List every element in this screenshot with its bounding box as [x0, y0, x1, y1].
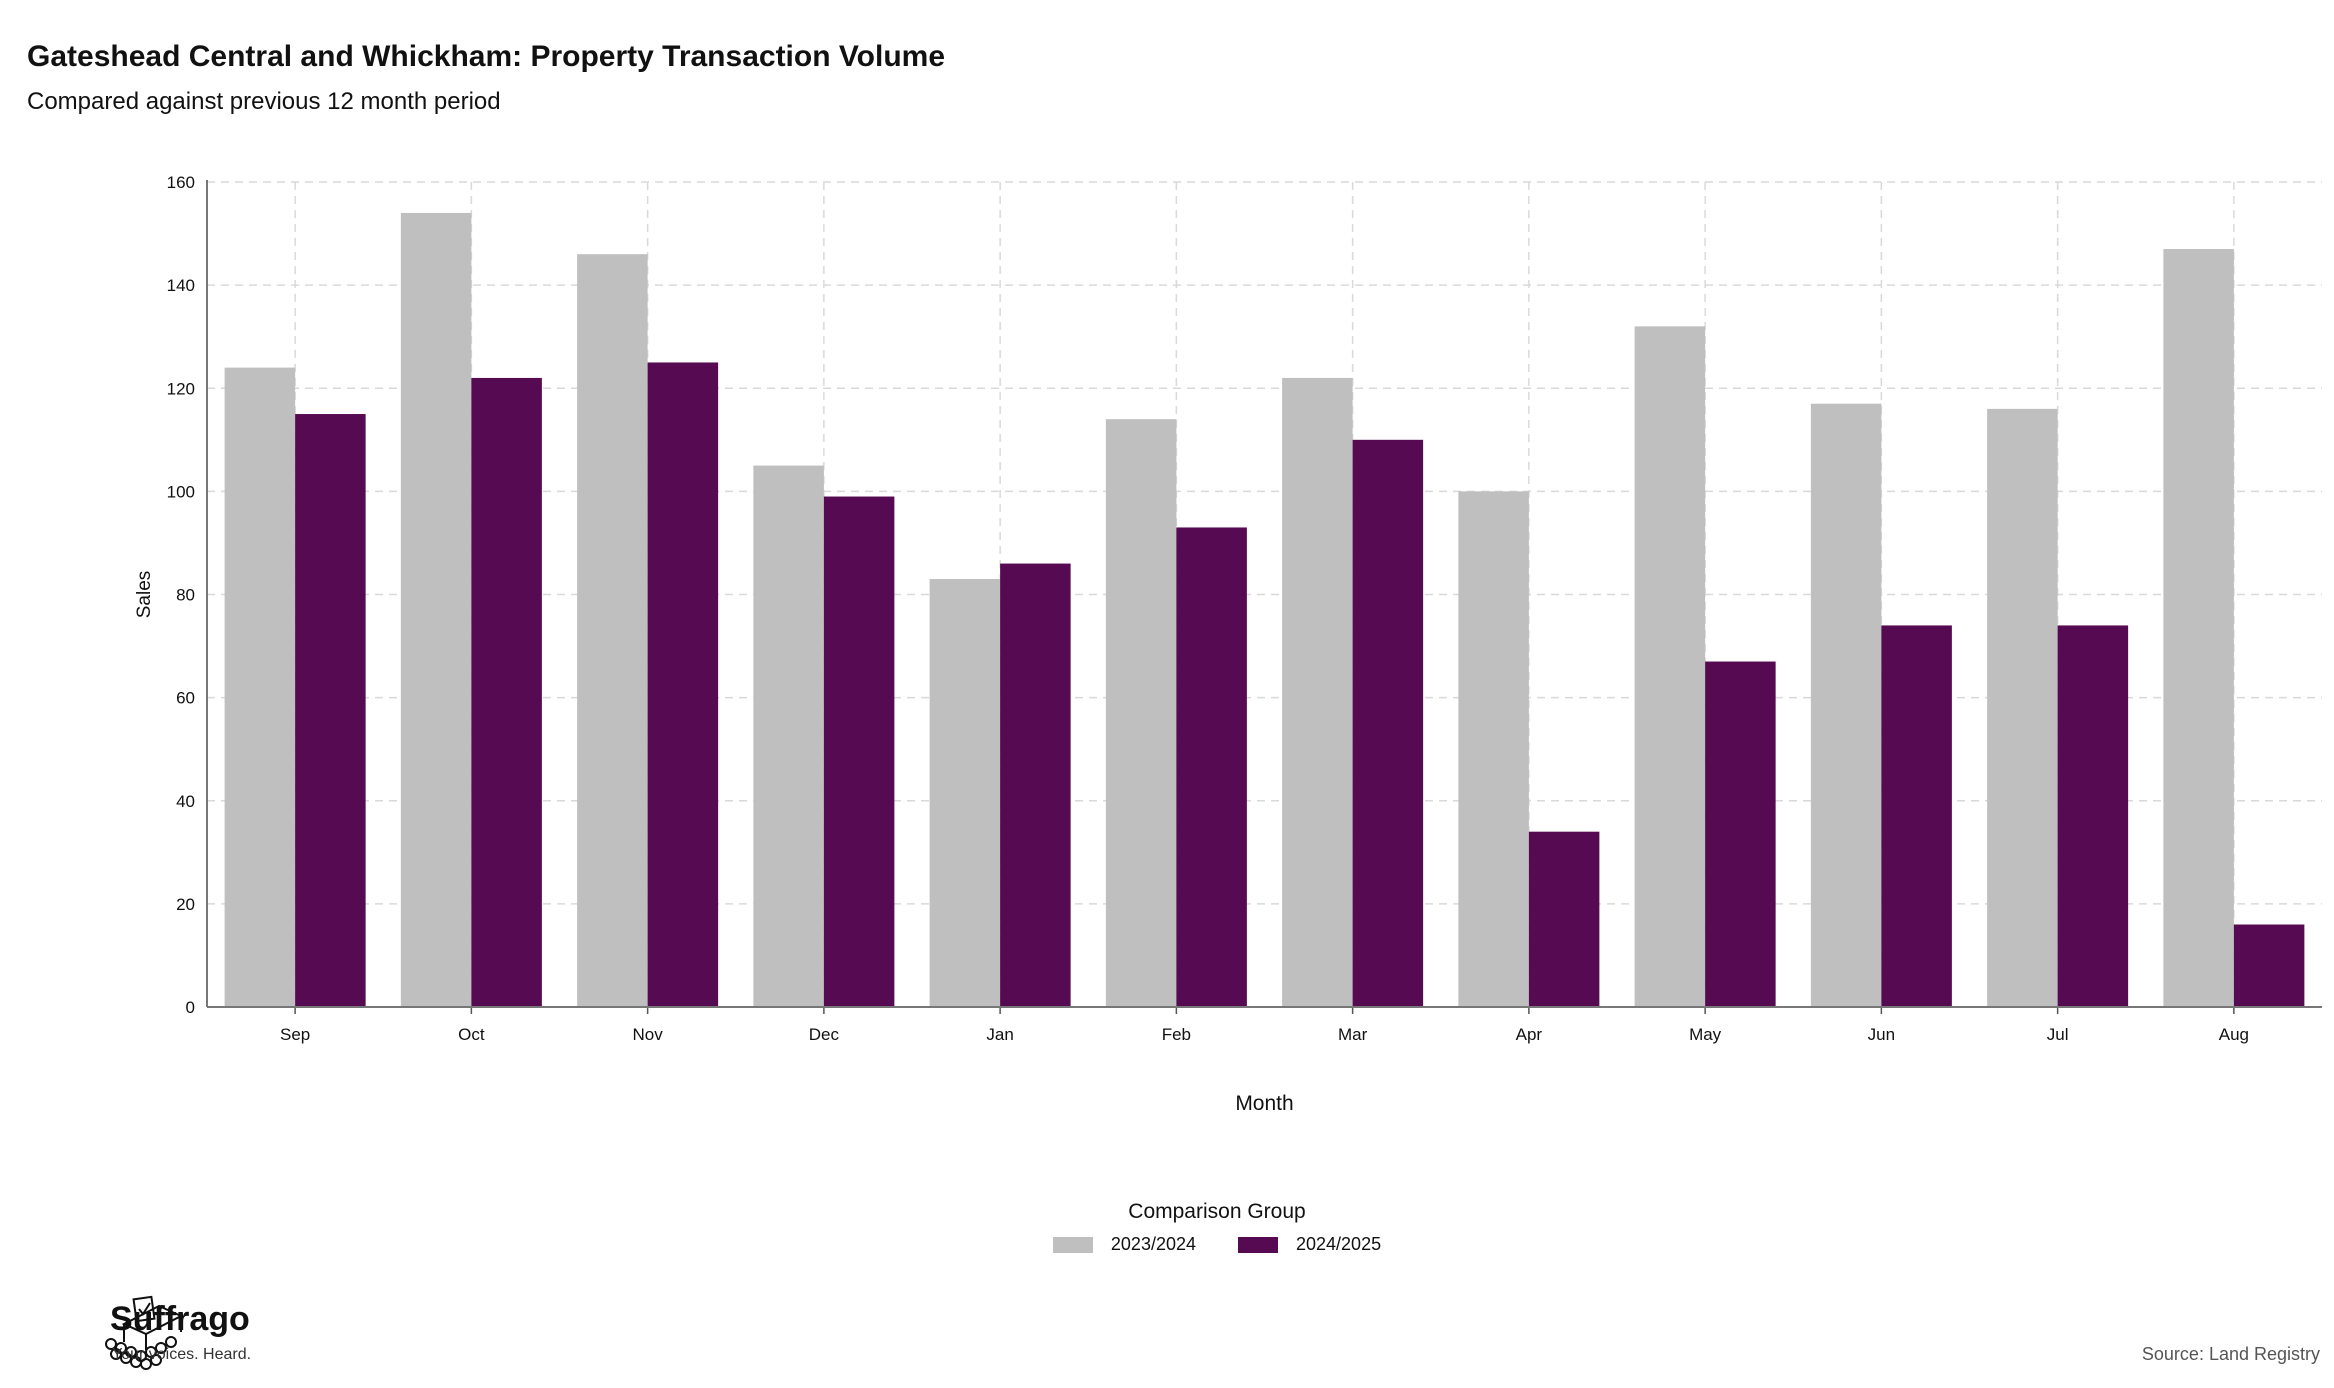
- legend-swatch: [1238, 1236, 1278, 1253]
- legend-item: 2024/2025: [1238, 1234, 1381, 1255]
- bar: [1705, 661, 1776, 1007]
- legend: Comparison Group 2023/2024 2024/2025: [0, 1200, 2334, 1255]
- y-tick-label: 20: [176, 895, 195, 914]
- legend-title: Comparison Group: [1128, 1200, 1306, 1223]
- chart-subtitle: Compared against previous 12 month perio…: [27, 88, 501, 115]
- brand-tagline: Your voices. Heard.: [112, 1346, 252, 1363]
- bar-chart: 0 20 40 60 80 100 120 140 160 Sep Oct Nov Dec Jan Feb M…: [134, 173, 2322, 1115]
- x-tick-label: Jul: [2047, 1025, 2069, 1044]
- y-tick-label: 160: [167, 173, 195, 192]
- legend-item: 2023/2024: [1052, 1234, 1196, 1255]
- x-tick-label: Dec: [809, 1025, 840, 1044]
- x-tick-label: Oct: [458, 1025, 485, 1044]
- bar: [577, 254, 648, 1007]
- x-tick-label: Nov: [633, 1025, 664, 1044]
- legend-items: 2023/2024 2024/2025: [100, 1234, 2334, 1255]
- source-note: Source: Land Registry: [2141, 1344, 2320, 1364]
- x-tick-label: Mar: [1338, 1025, 1368, 1044]
- bar: [753, 465, 824, 1007]
- legend-swatch: [1052, 1236, 1093, 1253]
- x-tick-label: Aug: [2219, 1025, 2249, 1044]
- bar: [400, 212, 472, 1007]
- y-tick-label: 80: [176, 586, 195, 605]
- x-tick-label: May: [1689, 1025, 1722, 1044]
- bar: [1000, 563, 1071, 1007]
- axes: [206, 180, 2322, 1014]
- bar: [2057, 625, 2129, 1007]
- bar: [1987, 408, 2058, 1007]
- ballot-box-icon: [105, 1295, 184, 1370]
- y-tick-label: 140: [167, 276, 195, 295]
- tick-labels: 0 20 40 60 80 100 120 140 160 Sep Oct Nov Dec Jan Feb M…: [167, 173, 2249, 1044]
- bar: [471, 377, 542, 1007]
- y-tick-label: 0: [186, 998, 195, 1017]
- bar: [1458, 491, 1529, 1007]
- bar: [1634, 326, 1706, 1007]
- y-tick-label: 40: [176, 792, 195, 811]
- y-tick-label: 60: [176, 689, 195, 708]
- bar: [1176, 527, 1247, 1007]
- x-tick-label: Jun: [1868, 1025, 1895, 1044]
- x-tick-label: Feb: [1162, 1025, 1191, 1044]
- bar: [1881, 625, 1952, 1007]
- bar: [2163, 249, 2234, 1007]
- bars: [224, 212, 2305, 1007]
- x-tick-label: Sep: [280, 1025, 310, 1044]
- y-tick-label: 120: [167, 379, 195, 398]
- bar: [1810, 403, 1882, 1007]
- y-axis-label: Sales: [134, 571, 155, 619]
- legend-label: 2023/2024: [1110, 1234, 1196, 1254]
- y-tick-label: 100: [167, 482, 195, 501]
- legend-label: 2024/2025: [1296, 1234, 1382, 1254]
- bar: [823, 496, 895, 1007]
- bar: [1352, 439, 1424, 1007]
- brand-name: Suffrago: [110, 1300, 250, 1338]
- bar: [295, 414, 366, 1007]
- bar: [2233, 924, 2305, 1007]
- bar: [647, 362, 719, 1007]
- bar: [224, 367, 296, 1007]
- bar: [1528, 831, 1600, 1007]
- bar: [1105, 419, 1177, 1007]
- x-tick-label: Jan: [986, 1025, 1013, 1044]
- x-axis-label: Month: [1235, 1092, 1293, 1115]
- bar: [929, 579, 1001, 1007]
- x-tick-label: Apr: [1516, 1025, 1543, 1044]
- bar: [1282, 377, 1353, 1007]
- chart-title: Gateshead Central and Whickham: Property…: [27, 40, 946, 73]
